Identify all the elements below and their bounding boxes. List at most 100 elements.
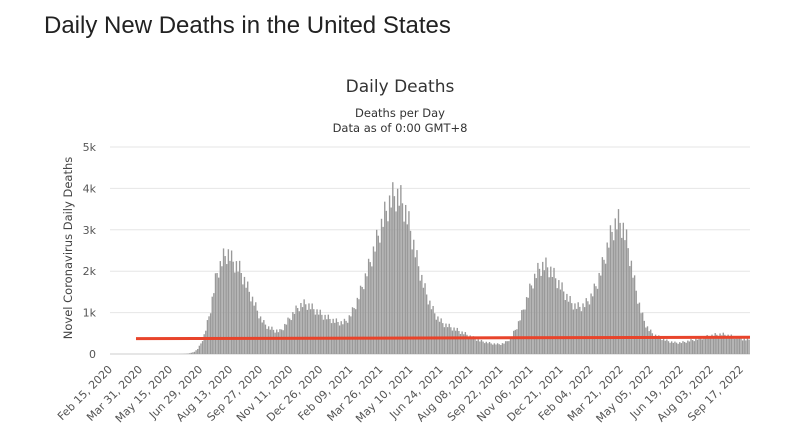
bar (733, 338, 736, 354)
bar (545, 257, 547, 354)
bar (372, 246, 375, 354)
bar (269, 329, 271, 354)
bar (532, 288, 534, 354)
bar (546, 267, 549, 354)
bar (406, 224, 408, 354)
y-tick-label: 5k (83, 141, 97, 154)
bar (392, 182, 394, 354)
bar (598, 272, 600, 354)
bar (551, 277, 554, 354)
bar (521, 310, 523, 354)
bar (587, 301, 589, 354)
bar (316, 309, 318, 354)
chart-title: Daily Deaths (345, 77, 455, 97)
bar (293, 313, 296, 354)
bar (611, 231, 613, 354)
y-tick-label: 3k (83, 224, 97, 237)
bar (472, 336, 475, 354)
bar (735, 336, 737, 354)
bar (708, 336, 710, 354)
bar (504, 341, 507, 354)
bar (459, 333, 462, 354)
bar (638, 302, 641, 354)
bar (695, 338, 697, 354)
bar (658, 335, 660, 354)
bar (398, 205, 400, 354)
bar (669, 342, 671, 354)
bar (437, 316, 439, 354)
bar (314, 314, 317, 354)
bar (741, 340, 744, 354)
bar (738, 336, 741, 354)
bar (608, 247, 610, 354)
bar (190, 352, 192, 354)
bar (612, 240, 615, 354)
bar (522, 309, 525, 354)
bar (409, 230, 412, 354)
bar (661, 340, 663, 354)
bar (542, 261, 544, 354)
bar (722, 332, 724, 354)
bar (559, 289, 562, 354)
bar (255, 302, 257, 354)
bar (529, 283, 531, 354)
bar (501, 343, 504, 354)
bar (569, 296, 571, 354)
bar (632, 277, 634, 354)
bar (482, 341, 484, 354)
bar (305, 304, 307, 354)
bar (675, 342, 678, 354)
bar (274, 332, 276, 354)
bar (250, 301, 252, 354)
bar (301, 307, 304, 354)
bar (696, 339, 699, 354)
bar (563, 291, 565, 354)
bar (538, 268, 541, 354)
bar (411, 249, 413, 354)
bar (366, 276, 368, 354)
bar (271, 326, 273, 354)
bar (543, 270, 546, 354)
bar (187, 353, 189, 354)
bar (530, 285, 533, 354)
bar (593, 283, 595, 354)
bar (256, 310, 259, 354)
bar (229, 260, 231, 354)
bar (527, 297, 529, 354)
bar (577, 302, 579, 354)
bar (303, 299, 305, 354)
bar (700, 338, 702, 354)
average-line (135, 335, 751, 341)
bar (535, 278, 537, 354)
bar (234, 272, 236, 354)
average-line-path (135, 335, 751, 341)
bar (617, 209, 620, 354)
bar (730, 334, 733, 354)
bar (227, 249, 230, 354)
bar (719, 333, 721, 354)
bar (326, 319, 328, 354)
bar (609, 225, 612, 354)
bar (226, 264, 228, 354)
bar (651, 333, 654, 354)
bar (698, 337, 700, 354)
bar (653, 336, 655, 354)
bar (709, 337, 712, 354)
bar (374, 251, 376, 354)
bar (645, 327, 647, 354)
bar (292, 312, 294, 354)
bar-series (179, 182, 750, 354)
bar (621, 237, 623, 354)
bar (461, 331, 463, 354)
bar (475, 340, 478, 354)
bar (417, 266, 420, 354)
bar (238, 260, 241, 354)
y-tick-label: 0 (89, 348, 96, 361)
bar (564, 300, 566, 354)
bar (732, 336, 734, 354)
bar (717, 336, 720, 354)
bar (363, 289, 365, 354)
chart-data-timestamp: Data as of 0:00 GMT+8 (332, 121, 468, 135)
y-tick-label: 1k (83, 307, 97, 320)
